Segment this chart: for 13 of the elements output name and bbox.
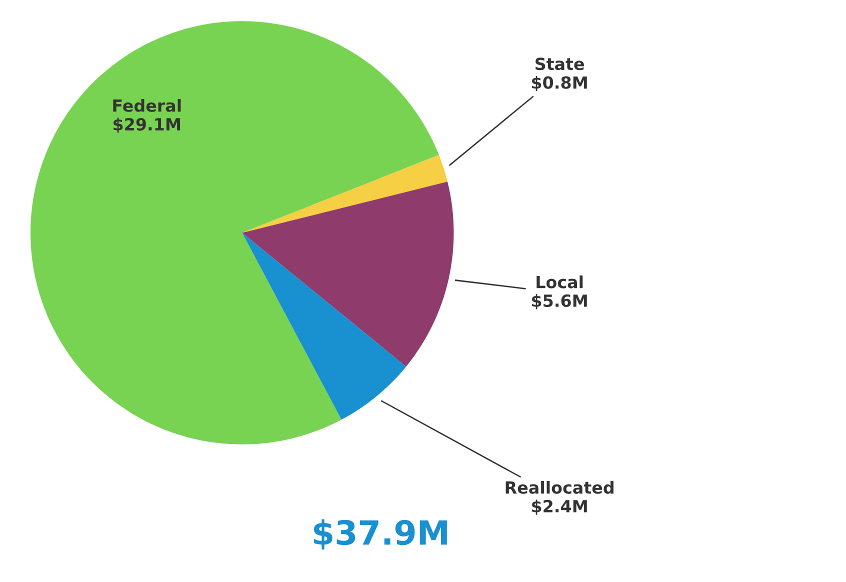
data-label: $0.8M [532,76,587,92]
slice-label: Reallocated [506,480,614,494]
slice-label: State [536,58,584,70]
data-label: $2.4M [532,500,587,515]
data-label: $29.1M [114,118,180,133]
pie-slice [30,21,439,444]
data-label: $5.6M [532,294,587,310]
text: $37.9M [314,519,447,550]
slice-label: Local [536,275,583,288]
slice-label: Federal [113,99,181,112]
pie-slice [242,232,406,420]
pie-slice [242,154,448,233]
pie-slice [242,182,454,367]
